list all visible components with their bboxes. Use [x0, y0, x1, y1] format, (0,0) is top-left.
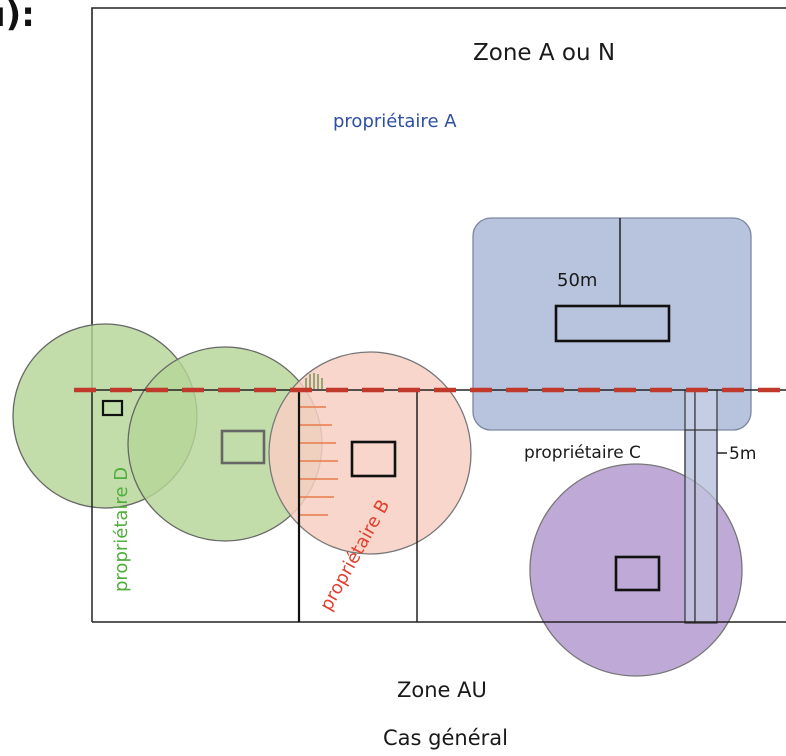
building-gray: [220, 429, 266, 465]
building-c: [614, 555, 661, 592]
dimension-5m-label: 5m: [729, 444, 756, 464]
zone-au-label: Zone AU: [397, 678, 487, 702]
building-a: [554, 304, 671, 343]
building-d-small: [101, 399, 124, 417]
building-b: [350, 440, 397, 478]
owner-c-strip-overlay: [684, 429, 696, 624]
strip-5m-overlay: [694, 429, 718, 624]
cropped-heading-fragment: ı):: [0, 0, 35, 35]
overlap-hatching-orange: [300, 406, 338, 516]
owner-a-label: propriétaire A: [333, 111, 457, 132]
dimension-50m-label: 50m: [557, 270, 597, 291]
salmon-circle: [268, 351, 472, 555]
owner-d-label: propriétaire D: [111, 467, 132, 592]
caption: Cas général: [383, 726, 508, 750]
zone-a-label: Zone A ou N: [473, 40, 615, 66]
owner-c-label: propriétaire C: [524, 443, 641, 463]
buffer-50m-zone: [472, 217, 752, 431]
zone-a-outline: [91, 7, 786, 390]
overlap-hatching-green: [305, 373, 323, 389]
